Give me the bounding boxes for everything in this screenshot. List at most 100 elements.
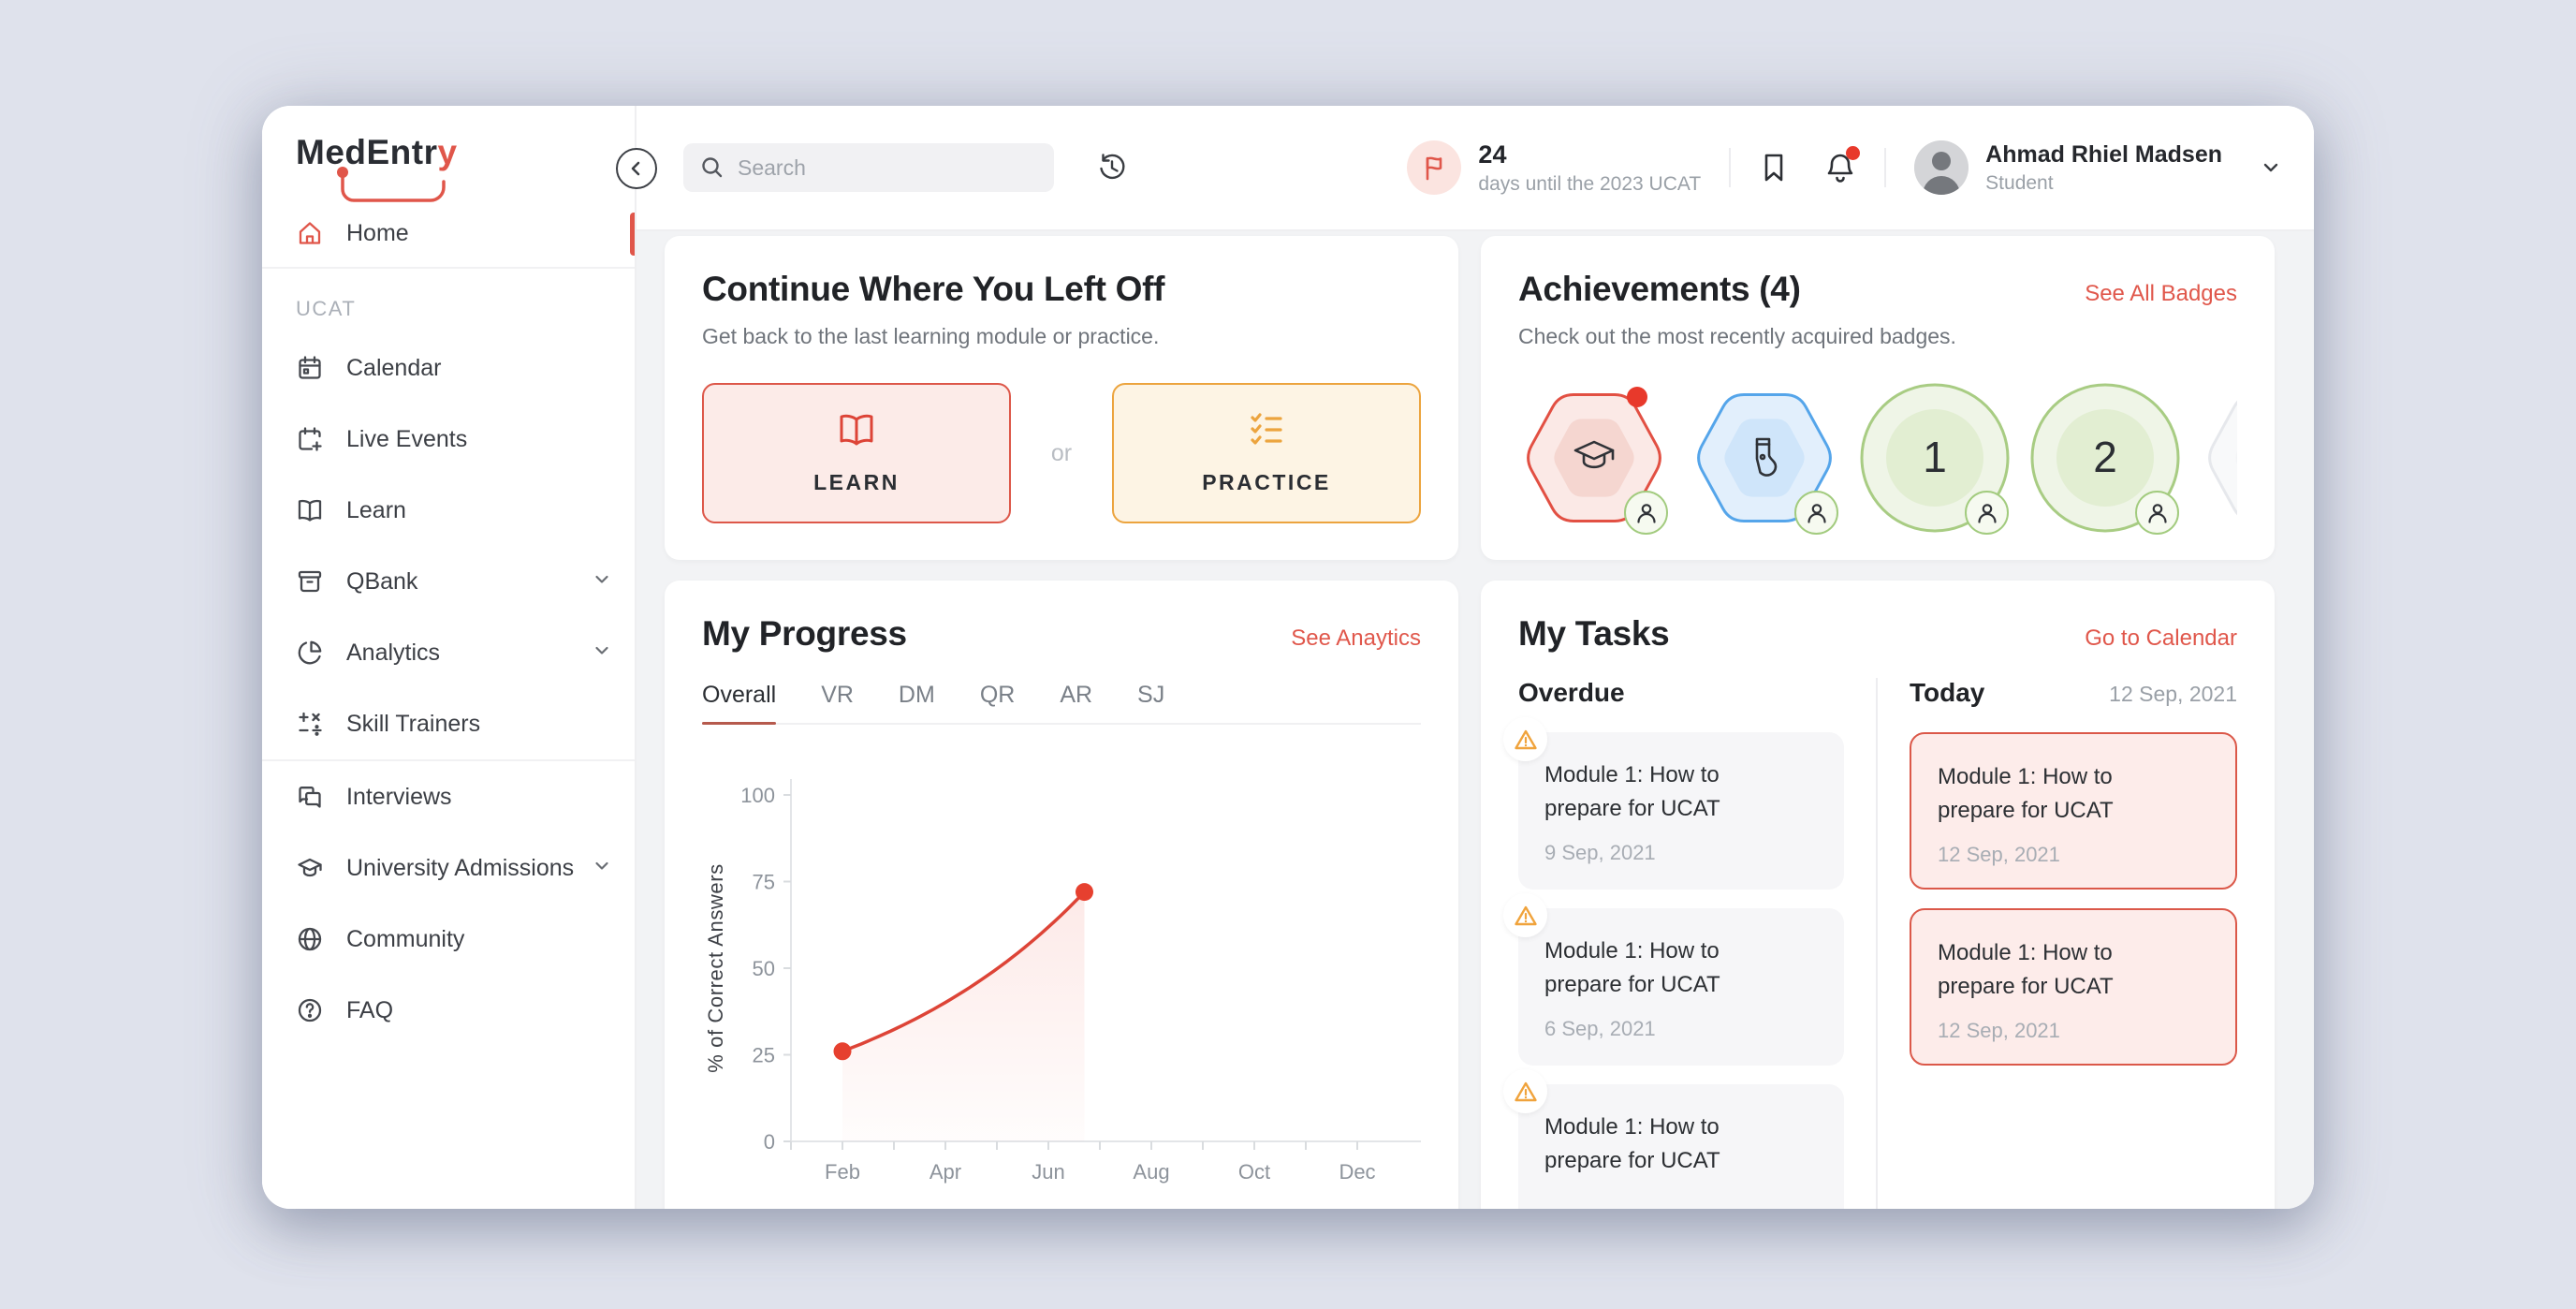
today-header: Today — [1910, 678, 1985, 707]
task-title: Module 1: How to prepare for UCAT — [1938, 764, 2114, 823]
warning-icon — [1503, 893, 1547, 937]
tab-dm[interactable]: DM — [898, 682, 935, 708]
svg-text:25: 25 — [753, 1044, 775, 1067]
go-to-calendar-link[interactable]: Go to Calendar — [2085, 625, 2237, 651]
level-2-badge[interactable]: 2 — [2029, 379, 2181, 535]
user-menu[interactable]: Ahmad Rhiel Madsen Student — [1985, 140, 2222, 196]
overdue-header: Overdue — [1518, 678, 1625, 707]
pie-chart-icon — [296, 639, 324, 667]
warning-icon — [1503, 717, 1547, 761]
sidebar-item-label: Calendar — [346, 354, 442, 381]
sock-icon — [1689, 379, 1840, 535]
achievements-title: Achievements (4) — [1518, 270, 1801, 308]
svg-text:Aug: Aug — [1133, 1160, 1169, 1184]
user-role: Student — [1985, 171, 2054, 194]
user-avatar[interactable] — [1914, 140, 1969, 195]
tab-sj[interactable]: SJ — [1137, 682, 1165, 708]
practice-button[interactable]: PRACTICE — [1111, 383, 1421, 523]
tab-ar[interactable]: AR — [1060, 682, 1093, 708]
badge-label: ? — [2200, 379, 2237, 535]
search-icon — [700, 155, 724, 180]
person-mini-badge — [1624, 491, 1668, 535]
sidebar-item-interviews[interactable]: Interviews — [262, 761, 635, 832]
graduation-cap-badge[interactable] — [1518, 379, 1670, 535]
hexagon-shape — [2208, 400, 2237, 516]
person-mini-badge — [1965, 491, 2009, 535]
learn-button[interactable]: LEARN — [702, 383, 1011, 523]
locked-badge[interactable]: ? — [2200, 379, 2237, 535]
exam-countdown: 24 days until the 2023 UCAT — [1478, 139, 1701, 197]
learn-button-label: LEARN — [813, 469, 900, 494]
notifications-button[interactable] — [1824, 145, 1861, 184]
sidebar-section-label: UCAT — [296, 297, 357, 320]
calendar-icon — [296, 354, 324, 382]
sidebar-item-label: Learn — [346, 496, 406, 523]
see-all-badges-link[interactable]: See All Badges — [2085, 281, 2237, 306]
bookmarks-button[interactable] — [1759, 152, 1789, 184]
svg-text:Dec: Dec — [1339, 1160, 1375, 1184]
today-task-card[interactable]: Module 1: How to prepare for UCAT 12 Sep,… — [1910, 732, 2237, 890]
sock-badge[interactable] — [1689, 379, 1840, 535]
overdue-task-card[interactable]: Module 1: How to prepare for UCAT 9 Sep, … — [1503, 717, 1844, 890]
overdue-task-card[interactable]: Module 1: How to prepare for UCAT — [1503, 1069, 1844, 1209]
sidebar-divider — [262, 759, 635, 761]
svg-text:0: 0 — [764, 1130, 775, 1154]
sidebar-item-university-admissions[interactable]: University Admissions — [262, 832, 635, 904]
task-date: 6 Sep, 2021 — [1544, 1017, 1656, 1040]
bell-icon — [1824, 151, 1856, 184]
tab-overall[interactable]: Overall — [702, 682, 777, 725]
continue-card-title: Continue Where You Left Off — [702, 270, 1165, 308]
sidebar-item-faq[interactable]: FAQ — [262, 975, 635, 1046]
overdue-task-card[interactable]: Module 1: How to prepare for UCAT 6 Sep, … — [1503, 893, 1844, 1066]
globe-icon — [296, 925, 324, 953]
sidebar-item-calendar[interactable]: Calendar — [262, 332, 635, 404]
svg-text:Oct: Oct — [1238, 1160, 1270, 1184]
graduation-cap-icon — [296, 854, 324, 882]
sidebar-item-analytics[interactable]: Analytics — [262, 617, 635, 688]
sidebar-collapse-button[interactable] — [616, 148, 657, 189]
task-date: 9 Sep, 2021 — [1544, 841, 1656, 864]
progress-tabs: Overall VR DM QR AR SJ — [702, 682, 1421, 725]
bookmark-icon — [1759, 152, 1789, 184]
task-title: Module 1: How to prepare for UCAT — [1544, 938, 1720, 997]
sidebar-item-community[interactable]: Community — [262, 904, 635, 975]
svg-text:100: 100 — [740, 784, 775, 807]
achievements-card: Achievements (4) See All Badges Check ou… — [1481, 236, 2275, 560]
home-icon — [296, 219, 324, 247]
search-box[interactable] — [683, 143, 1054, 192]
help-circle-icon — [296, 996, 324, 1024]
history-icon — [1095, 151, 1129, 184]
book-open-icon — [296, 496, 324, 524]
svg-text:75: 75 — [753, 871, 775, 894]
today-task-card[interactable]: Module 1: How to prepare for UCAT 12 Sep,… — [1910, 908, 2237, 1066]
today-column: Today 12 Sep, 2021 Module 1: How to prep… — [1878, 678, 2237, 1209]
today-date: 12 Sep, 2021 — [2109, 682, 2237, 706]
history-button[interactable] — [1095, 151, 1129, 184]
sidebar-item-live-events[interactable]: Live Events — [262, 404, 635, 475]
checklist-icon — [1246, 412, 1287, 448]
graduation-cap-icon — [1518, 379, 1670, 535]
level-1-badge[interactable]: 1 — [1859, 379, 2011, 535]
sidebar-item-skill-trainers[interactable]: Skill Trainers — [262, 688, 635, 759]
sidebar-item-home[interactable]: Home — [262, 199, 635, 267]
sidebar-item-label: Live Events — [346, 425, 468, 452]
sidebar-item-label: FAQ — [346, 996, 394, 1023]
task-title: Module 1: How to prepare for UCAT — [1938, 940, 2114, 999]
chat-bubbles-icon — [296, 783, 324, 811]
tab-qr[interactable]: QR — [979, 682, 1016, 708]
sidebar-item-qbank[interactable]: QBank — [262, 546, 635, 617]
sidebar-item-learn[interactable]: Learn — [262, 475, 635, 546]
badges-row: 1 2? — [1518, 379, 2237, 538]
logo-text-accent: y — [437, 133, 458, 171]
task-title: Module 1: How to prepare for UCAT — [1544, 762, 1720, 821]
sidebar-item-label: Home — [346, 219, 409, 246]
practice-button-label: PRACTICE — [1202, 469, 1331, 494]
tab-vr[interactable]: VR — [821, 682, 854, 708]
see-analytics-link[interactable]: See Anaytics — [1291, 625, 1421, 651]
search-input[interactable] — [738, 154, 1018, 181]
svg-text:Feb: Feb — [825, 1160, 860, 1184]
badge-notification-dot — [1627, 387, 1647, 407]
exam-countdown-flag — [1407, 140, 1462, 195]
user-menu-chevron[interactable] — [2260, 156, 2282, 179]
